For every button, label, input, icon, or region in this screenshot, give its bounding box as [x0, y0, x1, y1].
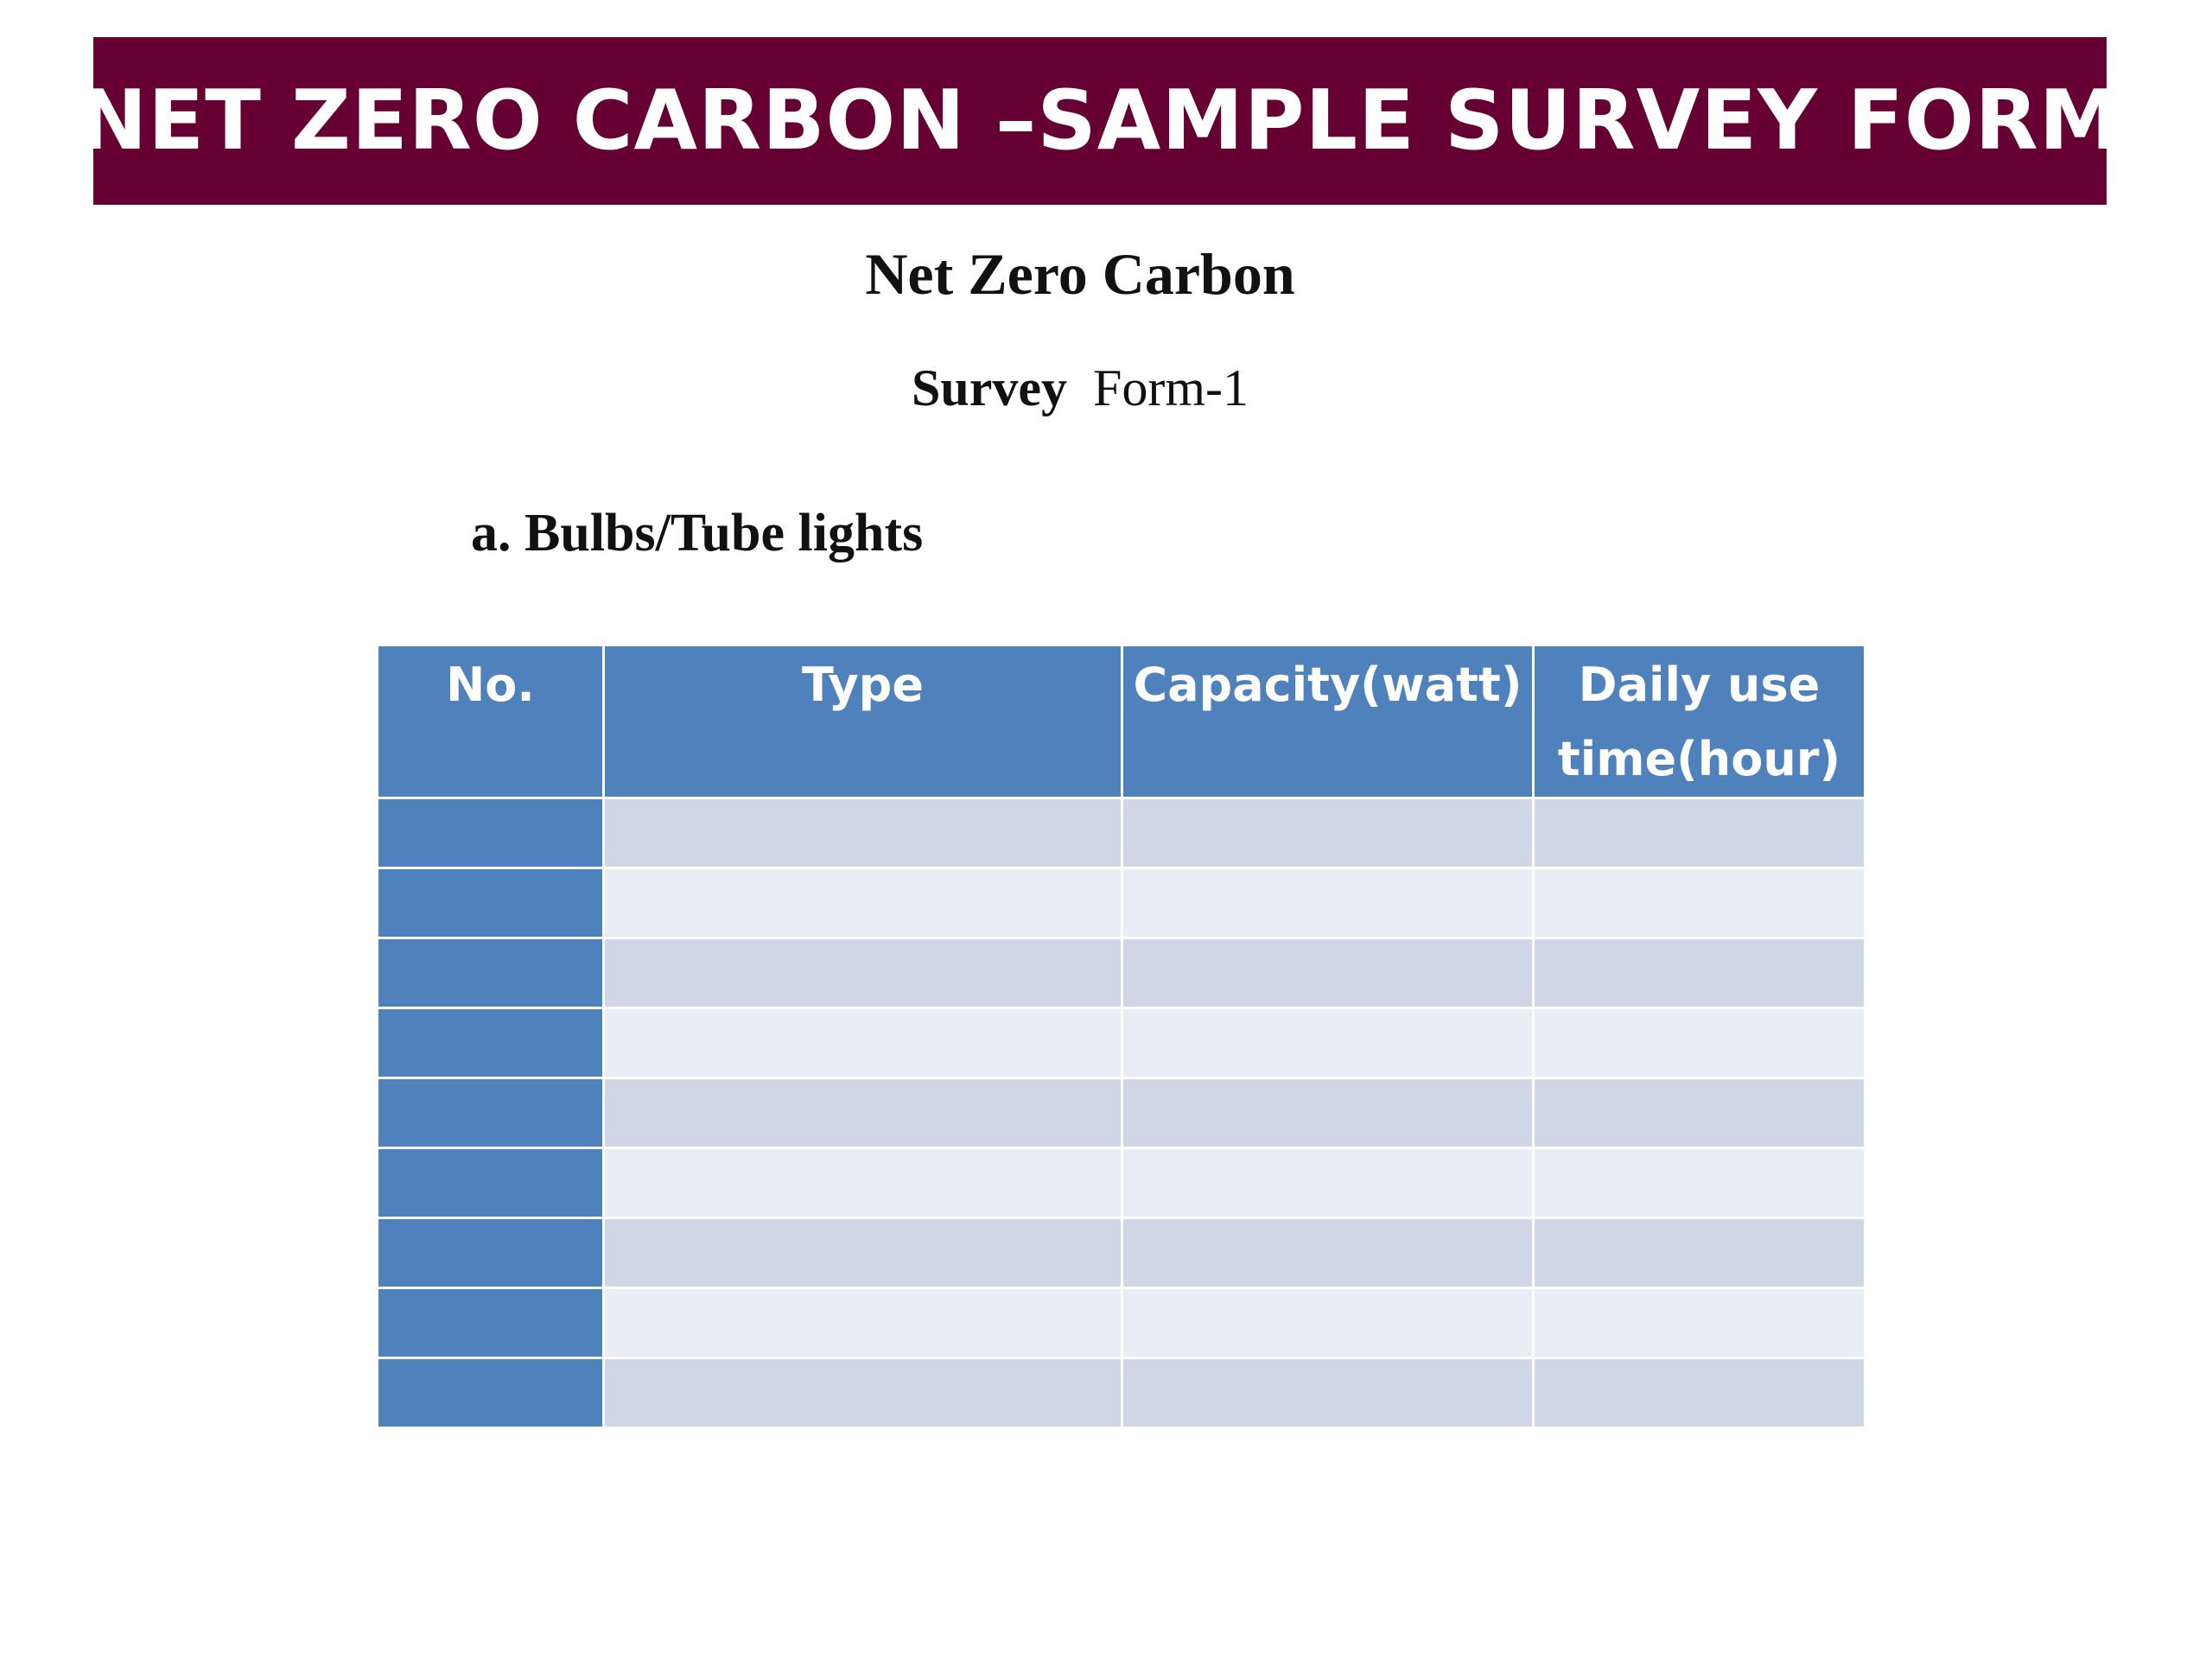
cell-no[interactable] [376, 1147, 605, 1219]
cell-capacity[interactable] [1121, 1287, 1535, 1359]
form-label-survey: Survey [912, 359, 1067, 416]
cell-type[interactable] [602, 797, 1123, 869]
cell-no[interactable] [376, 1007, 605, 1079]
table-row [376, 1357, 1866, 1429]
cell-no[interactable] [376, 1217, 605, 1289]
column-header-capacity: Capacity(watt) [1121, 644, 1535, 799]
cell-daily-use[interactable] [1532, 1357, 1866, 1429]
table-row [376, 937, 1866, 1009]
column-header-no: No. [376, 644, 605, 799]
table-row [376, 1077, 1866, 1149]
title-banner: NET ZERO CARBON –SAMPLE SURVEY FORM [79, 37, 2120, 205]
table-row [376, 1287, 1866, 1359]
cell-type[interactable] [602, 1357, 1123, 1429]
cell-capacity[interactable] [1121, 867, 1535, 939]
cell-type[interactable] [602, 1147, 1123, 1219]
cell-no[interactable] [376, 937, 605, 1009]
cell-daily-use[interactable] [1532, 797, 1866, 869]
cell-type[interactable] [602, 1287, 1123, 1359]
cell-capacity[interactable] [1121, 1147, 1535, 1219]
cell-no[interactable] [376, 797, 605, 869]
cell-type[interactable] [602, 937, 1123, 1009]
column-header-daily-use: Daily use time(hour) [1532, 644, 1866, 799]
section-heading: a. Bulbs/Tube lights [471, 504, 924, 563]
column-header-type: Type [602, 644, 1123, 799]
form-label: Survey Form-1 [0, 359, 2160, 418]
cell-no[interactable] [376, 1357, 605, 1429]
cell-capacity[interactable] [1121, 797, 1535, 869]
cell-capacity[interactable] [1121, 1217, 1535, 1289]
table-row [376, 1217, 1866, 1289]
cell-type[interactable] [602, 1077, 1123, 1149]
table-row [376, 867, 1866, 939]
cell-capacity[interactable] [1121, 1357, 1535, 1429]
document-subtitle: Net Zero Carbon [865, 241, 1295, 307]
survey-table: No. Type Capacity(watt) Daily use time(h… [376, 644, 1866, 1429]
cell-daily-use[interactable] [1532, 1147, 1866, 1219]
cell-no[interactable] [376, 1287, 605, 1359]
page-title: NET ZERO CARBON –SAMPLE SURVEY FORM [78, 73, 2122, 168]
cell-type[interactable] [602, 867, 1123, 939]
form-label-number: Form-1 [1067, 359, 1249, 416]
cell-type[interactable] [602, 1217, 1123, 1289]
cell-type[interactable] [602, 1007, 1123, 1079]
table-row [376, 1007, 1866, 1079]
cell-daily-use[interactable] [1532, 1007, 1866, 1079]
table-row [376, 1147, 1866, 1219]
cell-daily-use[interactable] [1532, 1077, 1866, 1149]
cell-no[interactable] [376, 867, 605, 939]
table-row [376, 797, 1866, 869]
table-header-row: No. Type Capacity(watt) Daily use time(h… [376, 644, 1866, 799]
cell-daily-use[interactable] [1532, 1217, 1866, 1289]
cell-capacity[interactable] [1121, 937, 1535, 1009]
cell-daily-use[interactable] [1532, 867, 1866, 939]
cell-daily-use[interactable] [1532, 1287, 1866, 1359]
cell-no[interactable] [376, 1077, 605, 1149]
cell-capacity[interactable] [1121, 1007, 1535, 1079]
cell-capacity[interactable] [1121, 1077, 1535, 1149]
cell-daily-use[interactable] [1532, 937, 1866, 1009]
